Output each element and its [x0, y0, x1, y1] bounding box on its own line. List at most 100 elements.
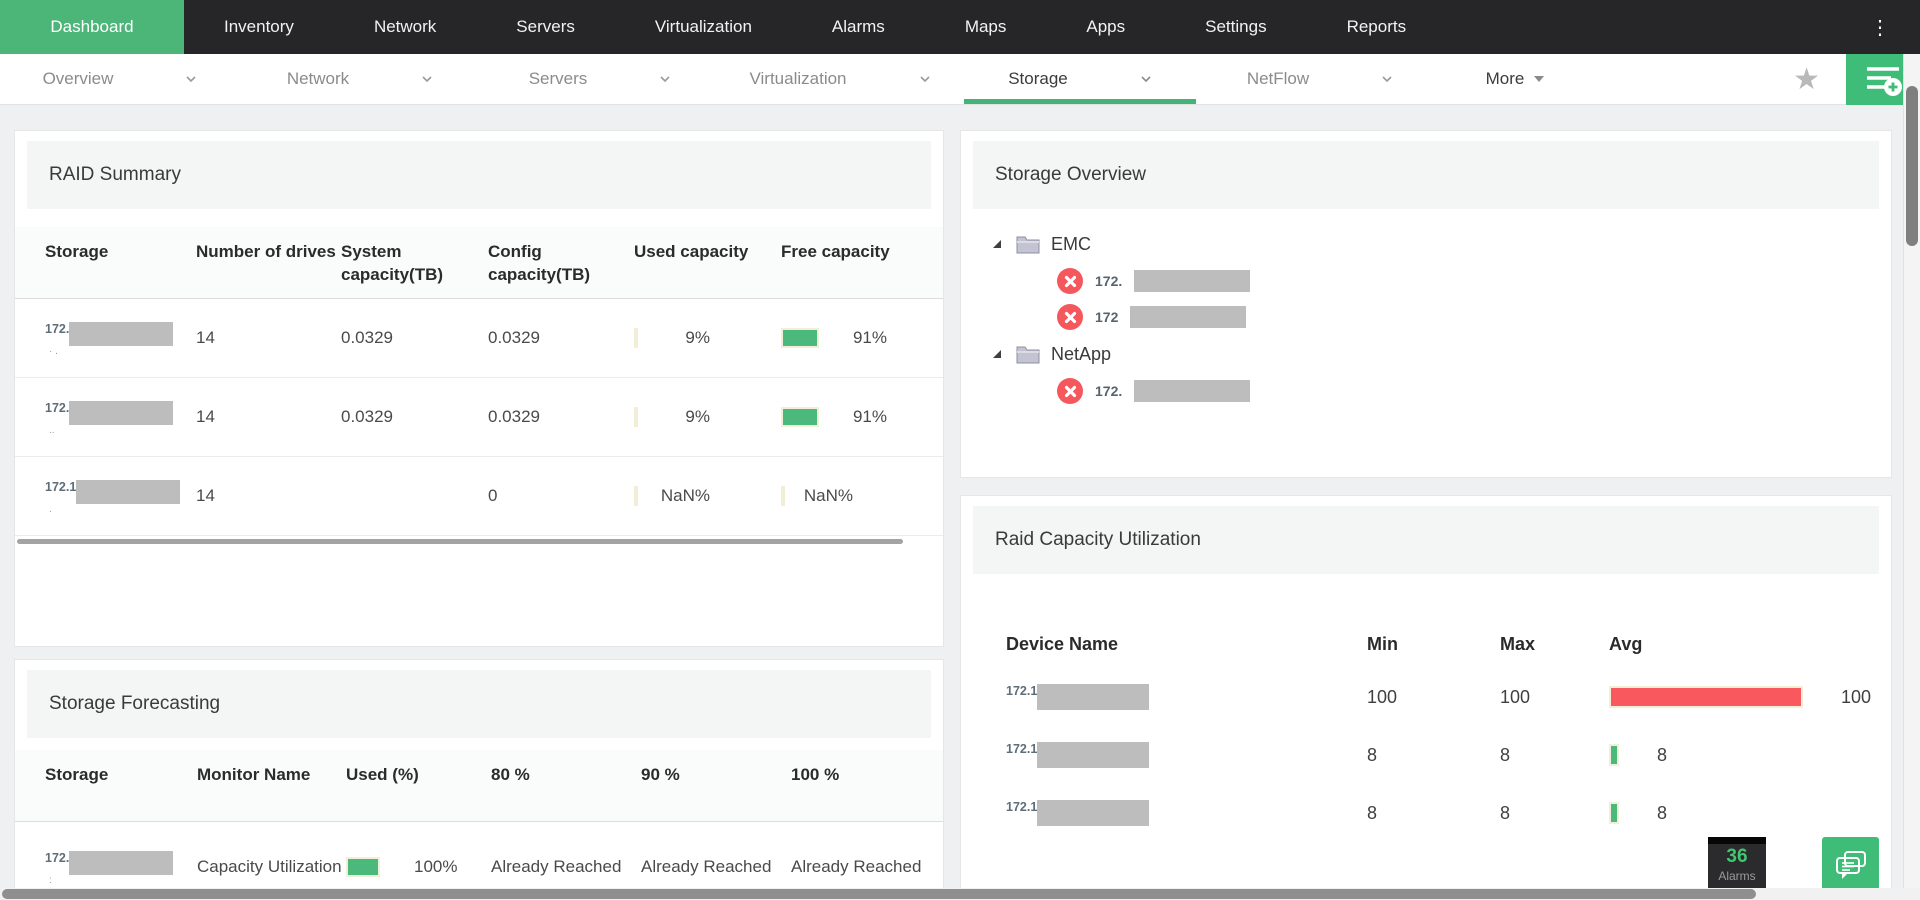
used-capacity-cell: 9%: [634, 328, 781, 348]
threshold-80-value: Already Reached: [491, 856, 622, 876]
tab-more-label: More: [1485, 69, 1525, 88]
alarm-count-badge[interactable]: 36 Alarms: [1708, 837, 1766, 891]
col-used-pct: Used (%): [346, 765, 419, 784]
avg-cell: 8: [1609, 802, 1871, 824]
table-row: 172. .. 14 0.0329 0.0329 9% 91%: [15, 378, 943, 457]
col-min: Min: [1367, 634, 1398, 654]
tree-device-item[interactable]: 172.: [993, 263, 1891, 299]
col-avg: Avg: [1609, 634, 1643, 654]
storage-device-link[interactable]: 172. · .: [45, 321, 196, 356]
ip-sub: :: [49, 874, 52, 886]
max-value: 8: [1500, 802, 1511, 823]
min-value: 8: [1367, 802, 1378, 823]
horizontal-scrollbar-thumb[interactable]: [2, 889, 1756, 899]
alarm-label: Alarms: [1718, 869, 1756, 883]
nav-inventory[interactable]: Inventory: [224, 17, 294, 36]
device-name-link[interactable]: 172.1: [1006, 684, 1367, 710]
nav-reports[interactable]: Reports: [1346, 17, 1407, 36]
nav-settings[interactable]: Settings: [1205, 17, 1267, 36]
nav-virtualization[interactable]: Virtualization: [654, 17, 752, 36]
free-capacity-cell: 91%: [781, 328, 925, 348]
max-value: 8: [1500, 744, 1511, 765]
chevron-down-icon: [659, 73, 671, 85]
tab-overview-label: Overview: [42, 69, 114, 88]
storage-tree: EMC 172. 172: [961, 209, 1891, 409]
storage-device-link[interactable]: 172. ..: [45, 400, 196, 436]
raid-capacity-table: Device Name Min Max Avg 172.1 100 100 10…: [961, 624, 1891, 842]
vertical-scrollbar-thumb[interactable]: [1906, 86, 1918, 246]
widget-header: Raid Capacity Utilization: [973, 506, 1879, 574]
col-used-capacity: Used capacity: [634, 242, 749, 261]
tree-group-netapp[interactable]: NetApp: [993, 335, 1891, 373]
device-name-link[interactable]: 172.1: [1006, 742, 1367, 768]
min-value: 100: [1367, 686, 1398, 707]
tab-netflow[interactable]: NetFlow: [1200, 54, 1440, 104]
tab-servers[interactable]: Servers: [480, 54, 720, 104]
favorite-star-icon[interactable]: ★: [1793, 62, 1820, 96]
nav-apps[interactable]: Apps: [1086, 17, 1126, 36]
device-name-link[interactable]: 172.1: [1006, 800, 1367, 826]
ip-prefix: 172.: [45, 400, 70, 415]
tab-network[interactable]: Network: [240, 54, 480, 104]
ip-sub: ..: [49, 424, 55, 436]
chat-support-button[interactable]: [1822, 837, 1879, 891]
used-capacity-value: 9%: [685, 328, 710, 347]
horizontal-scrollbar[interactable]: [0, 888, 1920, 900]
kebab-menu-icon[interactable]: ⋮: [1870, 16, 1890, 39]
ip-sub: .: [49, 503, 52, 515]
col-monitor-name: Monitor Name: [197, 765, 311, 784]
widget-title: Storage Forecasting: [49, 693, 221, 714]
storage-device-link[interactable]: 172.1 .: [45, 479, 196, 515]
tree-group-label: NetApp: [1051, 343, 1112, 364]
widget-header: RAID Summary: [27, 141, 931, 209]
tab-storage[interactable]: Storage: [960, 54, 1200, 104]
storage-device-link[interactable]: 172. :: [45, 850, 197, 886]
redacted-text: [1130, 306, 1247, 328]
redacted-text: [69, 400, 174, 425]
ip-prefix: 172.1: [1006, 742, 1038, 756]
tree-device-item[interactable]: 172: [993, 299, 1891, 335]
col-100pct: 100 %: [791, 765, 840, 784]
table-header-row: Storage Number of drives System capacity…: [15, 227, 943, 299]
table-row: 172.1 8 8 8: [961, 726, 1891, 784]
nav-network[interactable]: Network: [373, 17, 437, 36]
monitor-name-value: Capacity Utilization: [197, 856, 342, 876]
config-capacity-value: 0.0329: [488, 328, 540, 347]
storage-forecasting-table: Storage Monitor Name Used (%) 80 % 90 % …: [15, 750, 943, 900]
alarm-count: 36: [1726, 846, 1748, 867]
avg-cell: 8: [1609, 744, 1871, 766]
col-max: Max: [1500, 634, 1536, 654]
vertical-scrollbar[interactable]: [1903, 54, 1920, 900]
tab-more[interactable]: More: [1440, 54, 1590, 104]
nav-dashboard[interactable]: Dashboard: [0, 0, 184, 54]
widget-title: Storage Overview: [995, 164, 1147, 185]
nav-alarms[interactable]: Alarms: [831, 17, 885, 36]
tab-virtualization[interactable]: Virtualization: [720, 54, 960, 104]
avg-bar: [1609, 802, 1619, 824]
ip-prefix: 172.: [45, 321, 70, 336]
table-row: 172.1 100 100 100: [961, 668, 1891, 726]
nav-servers[interactable]: Servers: [516, 17, 575, 36]
tree-expand-icon[interactable]: [993, 240, 1001, 248]
tab-storage-label: Storage: [1008, 69, 1068, 88]
used-pct-bar: [346, 857, 380, 877]
avg-cell: 100: [1609, 686, 1871, 708]
config-capacity-value: 0.0329: [488, 407, 540, 426]
nav-maps[interactable]: Maps: [964, 17, 1007, 36]
widget-horizontal-scrollbar[interactable]: [17, 539, 903, 544]
tree-device-item[interactable]: 172.: [993, 373, 1891, 409]
tree-group-emc[interactable]: EMC: [993, 225, 1891, 263]
tree-expand-icon[interactable]: [993, 350, 1001, 358]
tab-overview[interactable]: Overview: [0, 54, 240, 104]
avg-value: 8: [1657, 802, 1668, 823]
config-capacity-value: 0: [488, 486, 498, 505]
widget-header: Storage Overview: [973, 141, 1879, 209]
ip-prefix: 172.: [1095, 273, 1123, 289]
threshold-90-value: Already Reached: [641, 856, 772, 876]
chat-bubbles-icon: [1835, 851, 1866, 879]
critical-status-icon: [1057, 268, 1083, 294]
threshold-100-value: Already Reached: [791, 856, 922, 876]
used-pct-cell: 100%: [346, 857, 491, 877]
raid-summary-widget: RAID Summary Storage Number of drives Sy…: [14, 130, 944, 647]
chevron-down-icon: [185, 73, 197, 85]
